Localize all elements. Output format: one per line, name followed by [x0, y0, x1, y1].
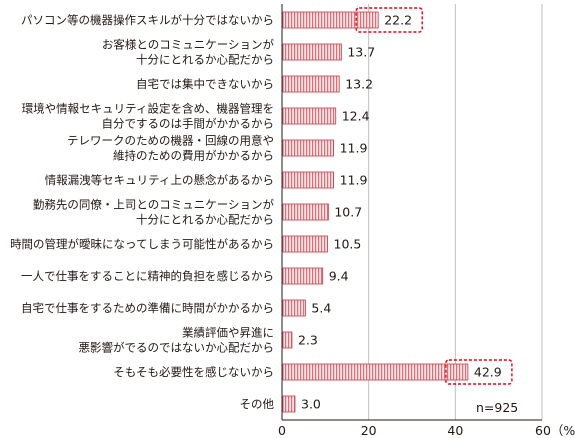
value-label-12: 3.0: [301, 397, 321, 412]
bar-2: [282, 75, 340, 93]
value-label-11: 42.9: [474, 365, 502, 380]
sample-size-note: n=925: [476, 400, 518, 415]
bar-1: [282, 43, 342, 61]
value-label-1: 13.7: [347, 45, 375, 60]
category-label-line: 環境や情報セキュリティ設定を含め、機器管理を: [22, 102, 274, 116]
value-label-0: 22.2: [384, 13, 412, 28]
category-label-line: そもそも必要性を感じないから: [113, 365, 274, 379]
category-label-line: 自分でするのは手間がかかるから: [102, 117, 275, 131]
value-label-5: 11.9: [340, 173, 368, 188]
bar-3: [282, 107, 337, 125]
category-label-3: 環境や情報セキュリティ設定を含め、機器管理を自分でするのは手間がかかるから: [22, 102, 274, 131]
bar-0: [282, 11, 379, 29]
category-label-6: 勤務先の同僚・上司とのコミュニケーションが十分にとれるか心配だから: [33, 198, 275, 227]
category-label-2: 自宅では集中できないから: [136, 77, 274, 91]
category-label-line: テレワークのための機器・回線の用意や: [67, 134, 274, 148]
category-label-4: テレワークのための機器・回線の用意や維持のための費用がかかるから: [67, 134, 274, 163]
x-tick-label-60: 60（%）: [535, 423, 575, 438]
x-tick-label-0: 0: [278, 423, 286, 438]
value-labels: 22.2 13.7 13.2 12.4 11.9 11.9 10.7 10.5 9.4 5.4 2.…: [298, 7, 513, 412]
x-tick-label-20: 20: [361, 423, 377, 438]
bar-12: [282, 395, 296, 413]
value-label-9: 5.4: [311, 301, 331, 316]
category-label-line: 業績評価や昇進に: [182, 326, 274, 340]
category-label-12: その他: [240, 397, 275, 411]
value-label-6: 10.7: [334, 205, 362, 220]
category-label-line: 悪影響がでるのではないか心配だから: [79, 341, 275, 355]
highlight-box-11: [445, 359, 513, 385]
category-label-7: 時間の管理が曖昧になってしまう可能性があるから: [10, 237, 274, 251]
category-label-0: パソコン等の機器操作スキルが十分ではないから: [21, 13, 274, 27]
category-label-line: 自宅で仕事をするための準備に時間がかかるから: [21, 301, 274, 315]
category-label-5: 情報漏洩等セキュリティ上の懸念があるから: [45, 173, 274, 187]
category-label-line: 維持のための費用がかかるから: [113, 149, 274, 163]
grid-lines: [368, 4, 543, 420]
category-label-line: 情報漏洩等セキュリティ上の懸念があるから: [45, 173, 274, 187]
bar-4: [282, 139, 334, 157]
category-labels: パソコン等の機器操作スキルが十分ではないからお客様とのコミュニケーションが十分に…: [10, 13, 274, 411]
category-label-1: お客様とのコミュニケーションが十分にとれるか心配だから: [102, 38, 275, 67]
value-label-4: 11.9: [340, 141, 368, 156]
bar-6: [282, 203, 329, 221]
bar-10: [282, 331, 293, 349]
highlight-box-0: [355, 7, 423, 33]
bars: [282, 11, 469, 413]
bar-8: [282, 267, 324, 285]
category-label-line: その他: [240, 397, 275, 411]
x-tick-label-40: 40: [447, 423, 463, 438]
category-label-8: 一人で仕事をすることに精神的負担を感じるから: [21, 269, 274, 283]
bar-7: [282, 235, 328, 253]
category-label-line: お客様とのコミュニケーションが: [102, 38, 275, 52]
category-label-9: 自宅で仕事をするための準備に時間がかかるから: [21, 301, 274, 315]
value-label-8: 9.4: [329, 269, 349, 284]
value-label-10: 2.3: [298, 333, 318, 348]
value-label-7: 10.5: [334, 237, 362, 252]
category-label-10: 業績評価や昇進に悪影響がでるのではないか心配だから: [79, 326, 275, 355]
value-label-2: 13.2: [345, 77, 373, 92]
category-label-line: 勤務先の同僚・上司とのコミュニケーションが: [33, 198, 275, 212]
category-label-line: 十分にとれるか心配だから: [136, 213, 274, 227]
category-label-line: 自宅では集中できないから: [136, 77, 274, 91]
x-axis: 0 20 40 60（%）: [278, 4, 575, 438]
bar-9: [282, 299, 306, 317]
bar-5: [282, 171, 334, 189]
bar-11: [282, 363, 469, 381]
category-label-11: そもそも必要性を感じないから: [113, 365, 274, 379]
category-label-line: 時間の管理が曖昧になってしまう可能性があるから: [10, 237, 274, 251]
value-label-3: 12.4: [342, 109, 370, 124]
category-label-line: パソコン等の機器操作スキルが十分ではないから: [21, 13, 274, 27]
category-label-line: 一人で仕事をすることに精神的負担を感じるから: [21, 269, 274, 283]
category-label-line: 十分にとれるか心配だから: [136, 53, 274, 67]
